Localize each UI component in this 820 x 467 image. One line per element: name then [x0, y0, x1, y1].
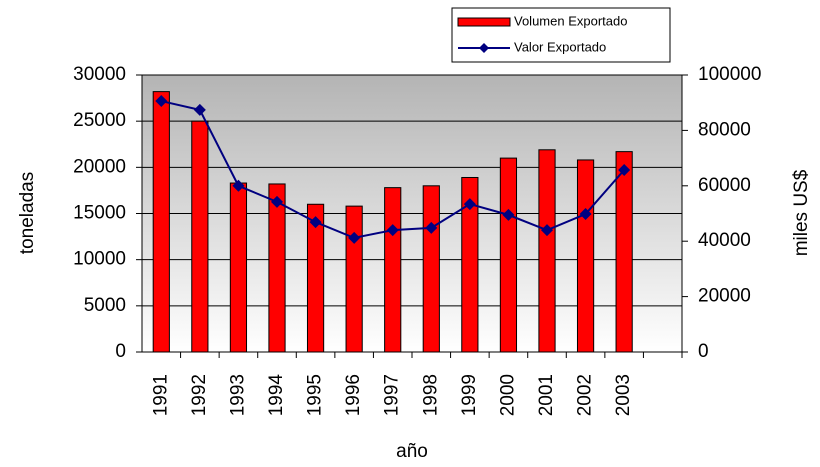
- x-tick-label: 1993: [227, 374, 248, 416]
- y-tick-label: 5000: [84, 295, 126, 316]
- legend-marker: [479, 43, 489, 53]
- x-tick-label: 2000: [497, 374, 518, 416]
- y-tick-label: 25000: [73, 110, 126, 131]
- y-tick-label: 30000: [73, 64, 126, 85]
- x-tick-label: 2002: [575, 374, 596, 416]
- y2-tick-label: 20000: [698, 286, 751, 307]
- y2-axis-title: miles US$: [791, 169, 812, 256]
- x-tick-label: 2003: [613, 374, 634, 416]
- bar: [538, 149, 556, 353]
- bar: [576, 159, 595, 353]
- x-tick-label: 1997: [382, 374, 403, 416]
- x-tick-label: 1991: [150, 374, 171, 416]
- legend: [451, 7, 671, 63]
- legend-label: Valor Exportado: [514, 39, 606, 54]
- y2-tick-label: 60000: [698, 175, 751, 196]
- marker: [193, 103, 206, 116]
- bar: [268, 183, 286, 353]
- x-axis-title: año: [396, 441, 428, 462]
- marker: [271, 195, 283, 208]
- bar: [422, 185, 440, 353]
- marker: [232, 179, 245, 192]
- marker: [579, 208, 592, 221]
- bar: [191, 120, 209, 353]
- y2-tick-label: 80000: [698, 119, 751, 140]
- y-tick-label: 0: [115, 341, 126, 362]
- y-tick-label: 20000: [73, 156, 126, 177]
- x-tick-label: 1992: [189, 374, 210, 416]
- marker: [309, 216, 322, 229]
- x-tick-label: 1995: [305, 374, 326, 416]
- marker: [155, 95, 168, 108]
- legend-swatch: [457, 17, 511, 27]
- x-tick-label: 1996: [343, 374, 364, 416]
- x-tick-label: 1999: [459, 374, 480, 416]
- y2-tick-label: 100000: [698, 64, 761, 85]
- x-tick-label: 1994: [266, 374, 287, 417]
- y2-tick-label: 40000: [698, 230, 751, 251]
- y-tick-label: 10000: [73, 249, 126, 270]
- marker: [618, 164, 631, 177]
- bar: [384, 187, 402, 353]
- marker: [541, 224, 553, 237]
- marker: [463, 198, 476, 211]
- bar: [499, 157, 518, 353]
- legend-label: Volumen Exportado: [514, 13, 627, 28]
- bar: [615, 151, 633, 353]
- y-tick-label: 15000: [73, 203, 126, 224]
- marker: [425, 221, 438, 234]
- y-axis-title: toneladas: [17, 172, 38, 254]
- marker: [502, 208, 515, 221]
- y2-tick-label: 0: [698, 341, 709, 362]
- x-tick-label: 1998: [420, 374, 441, 416]
- marker: [386, 224, 399, 237]
- bar: [345, 205, 363, 353]
- marker: [348, 231, 361, 244]
- bar: [229, 182, 248, 353]
- x-tick-label: 2001: [536, 374, 557, 416]
- bar: [152, 91, 170, 353]
